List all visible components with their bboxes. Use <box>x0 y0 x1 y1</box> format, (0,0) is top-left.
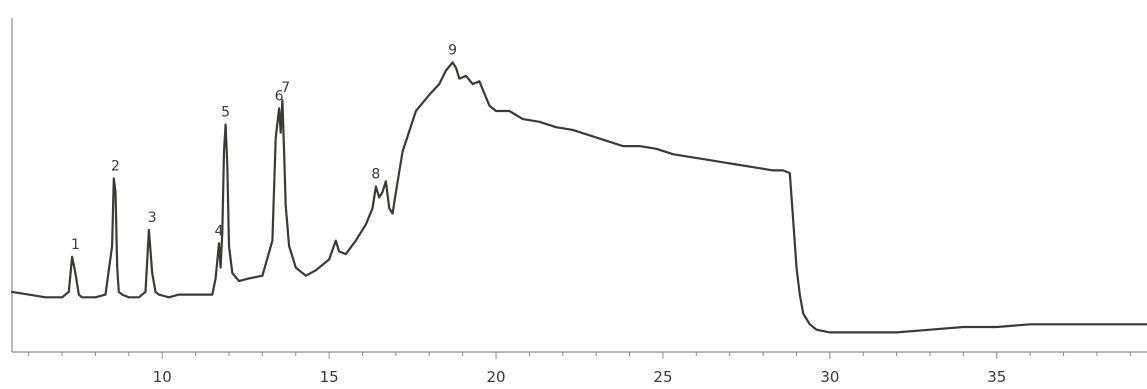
chromatogram-trace <box>10 61 1147 334</box>
x-tick-labels: 10 15 20 25 30 35 <box>153 368 1007 386</box>
x-tick-label: 20 <box>486 368 505 386</box>
peak-label-1: 1 <box>71 237 80 253</box>
x-ticks <box>28 352 1131 359</box>
peak-label-4: 4 <box>215 223 224 239</box>
peak-label-7: 7 <box>281 80 290 96</box>
x-tick-label: 15 <box>320 368 339 386</box>
x-tick-label: 30 <box>820 368 839 386</box>
x-tick-label: 10 <box>153 368 172 386</box>
peak-label-6: 6 <box>275 88 284 104</box>
peak-label-5: 5 <box>221 105 230 121</box>
peak-labels: 1 2 3 4 5 67 8 9 <box>71 42 457 252</box>
x-tick-label: 35 <box>987 368 1006 386</box>
peak-label-9: 9 <box>448 42 457 58</box>
peak-label-3: 3 <box>148 210 157 226</box>
peak-label-2: 2 <box>111 159 120 175</box>
x-tick-label: 25 <box>653 368 672 386</box>
peak-label-8: 8 <box>371 167 380 183</box>
